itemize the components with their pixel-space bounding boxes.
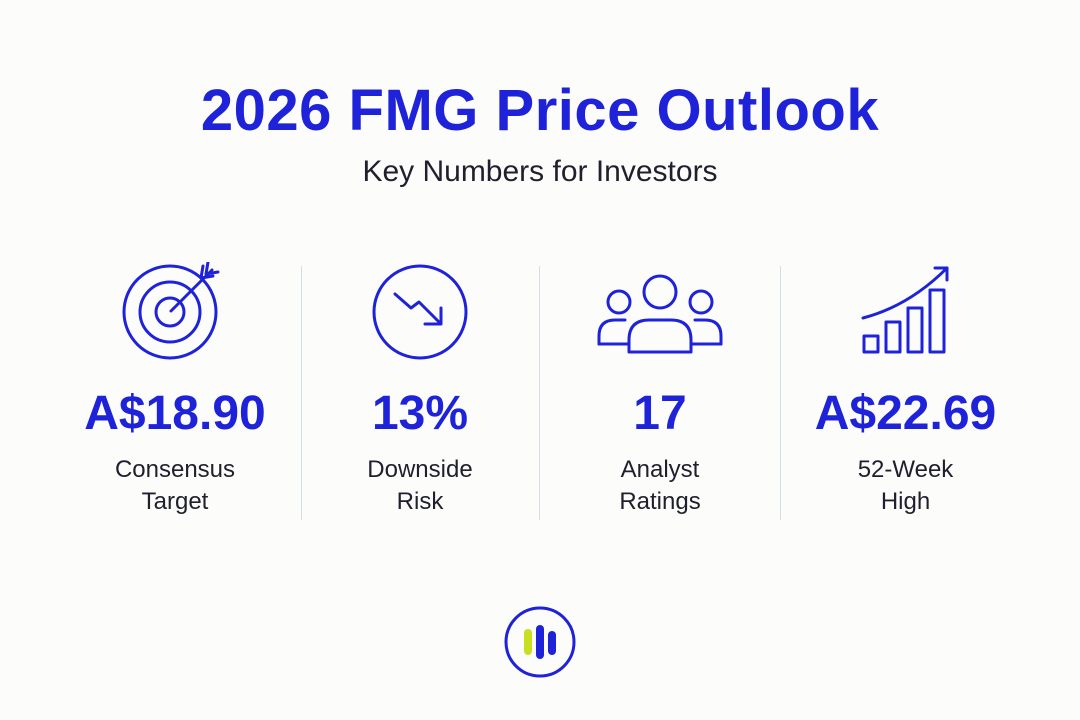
stat-value: 13% (371, 387, 469, 440)
stat-analyst-ratings: 17 Analyst Ratings (540, 262, 780, 520)
stat-value: 17 (633, 387, 687, 440)
divider (780, 266, 781, 520)
target-arrow-icon (122, 262, 220, 360)
stats-row: A$18.90 Consensus Target 13% Downside Ri… (50, 262, 1030, 520)
divider (301, 266, 302, 520)
stat-52-week-high: A$22.69 52-Week High (781, 262, 1030, 520)
group-people-icon (597, 274, 723, 354)
stat-label: Consensus Target (114, 456, 236, 515)
stat-label: 52-Week High (857, 456, 954, 515)
stat-downside-risk: 13% Downside Risk (302, 262, 538, 520)
stat-value: A$18.90 (84, 387, 266, 440)
stat-value: A$22.69 (814, 387, 997, 440)
divider (539, 266, 540, 520)
bar-growth-arrow-icon (861, 266, 948, 354)
page-title: 2026 FMG Price Outlook (200, 78, 880, 143)
stat-label: Downside Risk (367, 456, 473, 515)
trending-down-circle-icon (372, 264, 468, 360)
brand-logo (504, 606, 576, 678)
stat-label: Analyst Ratings (619, 456, 701, 515)
page-subtitle: Key Numbers for Investors (362, 155, 718, 188)
stat-consensus-target: A$18.90 Consensus Target (50, 262, 300, 520)
